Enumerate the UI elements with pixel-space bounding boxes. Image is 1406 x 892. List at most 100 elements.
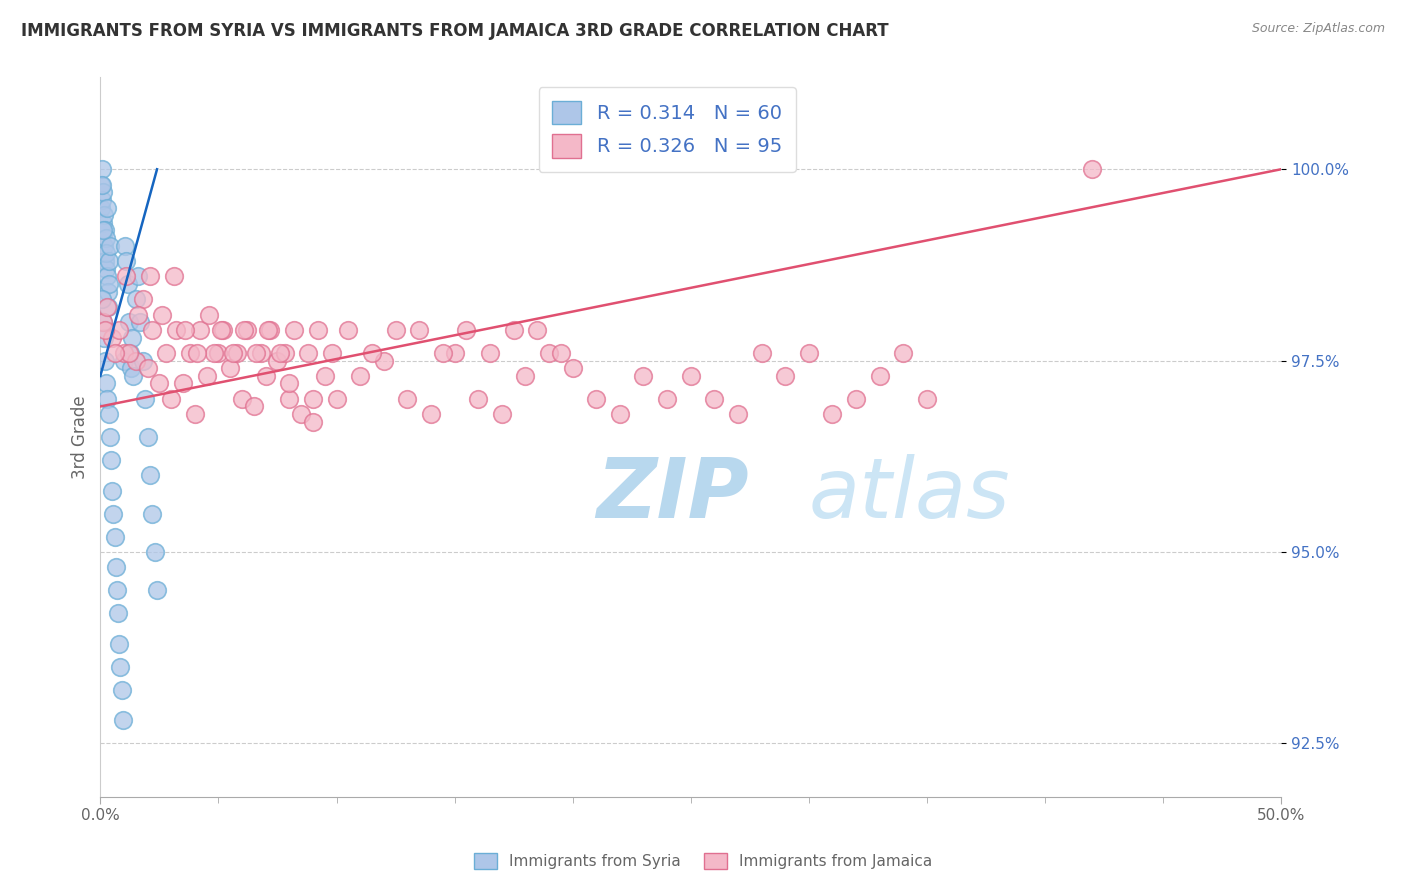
Point bbox=[108, 637, 131, 651]
Point bbox=[537, 346, 560, 360]
Point bbox=[845, 392, 868, 406]
Point bbox=[91, 315, 114, 329]
Point bbox=[93, 208, 115, 222]
Point bbox=[91, 315, 114, 329]
Point bbox=[127, 269, 149, 284]
Point bbox=[245, 346, 267, 360]
Point bbox=[90, 201, 112, 215]
Point bbox=[321, 346, 343, 360]
Point bbox=[221, 346, 243, 360]
Point bbox=[143, 545, 166, 559]
Point bbox=[325, 392, 347, 406]
Point bbox=[349, 368, 371, 383]
Point bbox=[155, 346, 177, 360]
Point bbox=[188, 323, 211, 337]
Point bbox=[98, 430, 121, 444]
Point bbox=[134, 392, 156, 406]
Point bbox=[96, 201, 118, 215]
Point bbox=[121, 330, 143, 344]
Point bbox=[302, 392, 325, 406]
Point bbox=[94, 231, 117, 245]
Point bbox=[118, 315, 141, 329]
Y-axis label: 3rd Grade: 3rd Grade bbox=[72, 395, 89, 479]
Point bbox=[1081, 162, 1104, 177]
Point bbox=[100, 453, 122, 467]
Point bbox=[91, 223, 114, 237]
Legend: Immigrants from Syria, Immigrants from Jamaica: Immigrants from Syria, Immigrants from J… bbox=[468, 847, 938, 875]
Point bbox=[97, 277, 120, 291]
Point bbox=[98, 254, 121, 268]
Text: atlas: atlas bbox=[808, 454, 1011, 535]
Point bbox=[207, 346, 229, 360]
Point bbox=[132, 293, 155, 307]
Point bbox=[139, 468, 162, 483]
Point bbox=[491, 407, 513, 421]
Point bbox=[915, 392, 938, 406]
Point bbox=[266, 353, 288, 368]
Point bbox=[797, 346, 820, 360]
Point bbox=[114, 239, 136, 253]
Point bbox=[90, 178, 112, 192]
Point bbox=[250, 346, 273, 360]
Point bbox=[361, 346, 384, 360]
Point bbox=[101, 483, 124, 498]
Point bbox=[307, 323, 329, 337]
Point bbox=[269, 346, 291, 360]
Point bbox=[226, 346, 249, 360]
Point bbox=[108, 323, 131, 337]
Point bbox=[186, 346, 208, 360]
Point bbox=[502, 323, 524, 337]
Point bbox=[891, 346, 914, 360]
Point bbox=[112, 346, 135, 360]
Point bbox=[337, 323, 360, 337]
Point bbox=[254, 368, 277, 383]
Point bbox=[396, 392, 419, 406]
Point bbox=[165, 323, 187, 337]
Point bbox=[97, 300, 120, 314]
Point bbox=[93, 254, 115, 268]
Point bbox=[219, 361, 242, 376]
Point bbox=[655, 392, 678, 406]
Point bbox=[98, 239, 121, 253]
Point bbox=[118, 346, 141, 360]
Point bbox=[139, 269, 162, 284]
Point bbox=[550, 346, 572, 360]
Point bbox=[104, 560, 127, 574]
Point bbox=[93, 330, 115, 344]
Point bbox=[174, 323, 197, 337]
Point bbox=[633, 368, 655, 383]
Point bbox=[302, 415, 325, 429]
Point bbox=[96, 300, 118, 314]
Point bbox=[257, 323, 280, 337]
Point bbox=[110, 659, 132, 673]
Point bbox=[91, 193, 114, 207]
Point bbox=[91, 178, 114, 192]
Point bbox=[94, 261, 117, 276]
Point bbox=[236, 323, 259, 337]
Point bbox=[526, 323, 548, 337]
Text: IMMIGRANTS FROM SYRIA VS IMMIGRANTS FROM JAMAICA 3RD GRADE CORRELATION CHART: IMMIGRANTS FROM SYRIA VS IMMIGRANTS FROM… bbox=[21, 22, 889, 40]
Point bbox=[479, 346, 502, 360]
Point bbox=[110, 682, 132, 697]
Point bbox=[278, 392, 301, 406]
Point bbox=[111, 713, 134, 727]
Point bbox=[443, 346, 465, 360]
Point bbox=[129, 315, 152, 329]
Point bbox=[373, 353, 395, 368]
Point bbox=[141, 323, 163, 337]
Point bbox=[179, 346, 201, 360]
Point bbox=[96, 246, 118, 260]
Point bbox=[160, 392, 183, 406]
Point bbox=[432, 346, 454, 360]
Point bbox=[233, 323, 256, 337]
Point bbox=[91, 216, 114, 230]
Point bbox=[609, 407, 631, 421]
Point bbox=[420, 407, 443, 421]
Point bbox=[456, 323, 478, 337]
Point bbox=[290, 407, 312, 421]
Point bbox=[150, 308, 173, 322]
Point bbox=[105, 583, 128, 598]
Point bbox=[115, 254, 138, 268]
Point bbox=[136, 361, 159, 376]
Point bbox=[198, 308, 221, 322]
